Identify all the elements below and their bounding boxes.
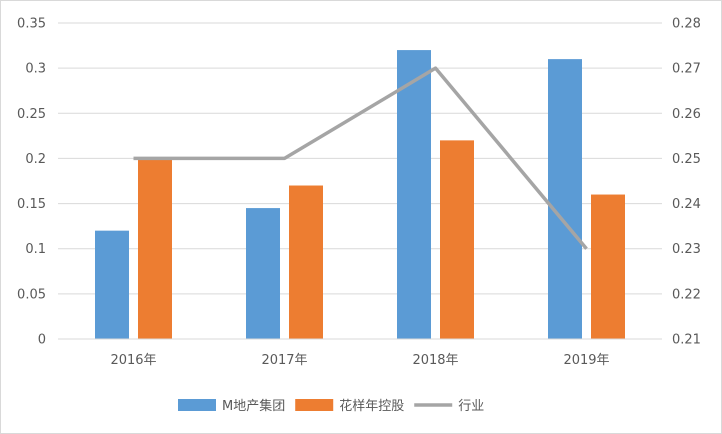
- legend-label: 行业: [458, 399, 484, 414]
- bar-huayangnian: [591, 194, 625, 339]
- left-tick-label: 0.1: [25, 242, 46, 257]
- industry-line: [133, 66, 588, 250]
- x-tick-label: 2016年: [110, 353, 156, 368]
- left-tick-label: 0.2: [25, 152, 46, 167]
- right-tick-label: 0.22: [672, 287, 701, 302]
- left-tick-label: 0.05: [17, 287, 46, 302]
- x-axis-labels: 2016年 2017年 2018年 2019年: [110, 353, 609, 368]
- right-tick-label: 0.24: [672, 197, 701, 212]
- legend-label: 花样年控股: [339, 398, 404, 414]
- right-tick-label: 0.28: [672, 17, 701, 32]
- left-tick-label: 0: [38, 333, 46, 348]
- right-tick-label: 0.23: [672, 242, 701, 257]
- left-tick-label: 0.3: [25, 62, 46, 77]
- right-tick-label: 0.27: [672, 62, 701, 77]
- bar-huayangnian: [440, 140, 474, 339]
- left-tick-label: 0.25: [17, 107, 46, 122]
- right-axis-ticks: 0.21 0.22 0.23 0.24 0.25 0.26 0.27 0.28: [672, 17, 701, 348]
- right-tick-label: 0.25: [672, 152, 701, 167]
- legend-swatch: [178, 399, 216, 411]
- bar-huayangnian: [289, 185, 323, 339]
- legend: M地产集团 花样年控股 行业: [178, 398, 484, 414]
- bar-series: [95, 50, 625, 339]
- x-tick-label: 2018年: [412, 353, 458, 368]
- left-axis-ticks: 0 0.05 0.1 0.15 0.2 0.25 0.3 0.35: [17, 17, 46, 348]
- bar-m-group: [397, 50, 431, 339]
- legend-label: M地产集团: [222, 398, 285, 414]
- bar-m-group: [246, 208, 280, 339]
- right-tick-label: 0.21: [672, 333, 701, 348]
- right-tick-label: 0.26: [672, 107, 701, 122]
- legend-swatch: [295, 399, 334, 411]
- bar-m-group: [95, 230, 129, 339]
- bar-huayangnian: [138, 158, 172, 339]
- bar-m-group: [548, 59, 582, 339]
- x-tick-label: 2019年: [563, 353, 609, 368]
- left-tick-label: 0.35: [17, 17, 46, 32]
- left-tick-label: 0.15: [17, 197, 46, 212]
- x-tick-label: 2017年: [261, 353, 307, 368]
- line-series: [133, 66, 588, 250]
